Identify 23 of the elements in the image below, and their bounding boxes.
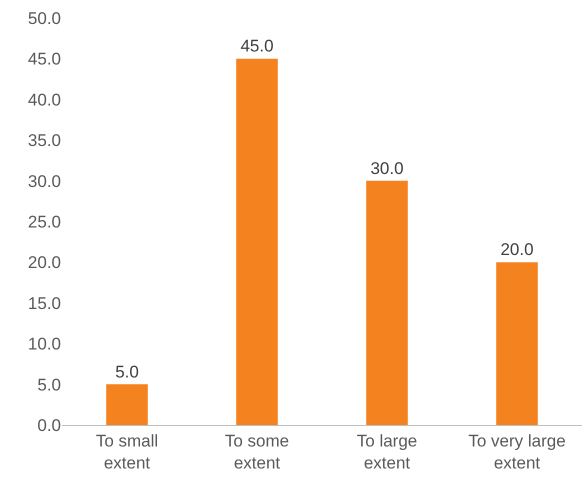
x-tick-label: To large extent bbox=[356, 431, 418, 472]
y-tick-label: 35.0 bbox=[28, 131, 61, 150]
data-label: 30.0 bbox=[370, 158, 404, 178]
bar bbox=[366, 180, 408, 425]
y-tick-label: 5.0 bbox=[37, 375, 61, 394]
y-tick-label: 45.0 bbox=[28, 50, 61, 69]
bar bbox=[106, 384, 148, 425]
y-tick-label: 30.0 bbox=[28, 172, 61, 191]
y-tick-label: 40.0 bbox=[28, 90, 61, 110]
data-label: 5.0 bbox=[115, 362, 139, 382]
x-tick-label: To very large extent bbox=[468, 431, 566, 472]
x-tick-label: To small extent bbox=[96, 431, 158, 472]
y-tick-label: 25.0 bbox=[28, 212, 61, 232]
y-tick-label: 50.0 bbox=[28, 8, 61, 28]
data-label: 20.0 bbox=[500, 240, 534, 260]
y-tick-label: 20.0 bbox=[28, 253, 61, 272]
y-tick-label: 0.0 bbox=[37, 416, 61, 435]
x-tick-label: To some extent bbox=[224, 431, 290, 472]
y-tick-label: 15.0 bbox=[28, 294, 61, 313]
bar bbox=[236, 58, 278, 425]
y-tick-label: 10.0 bbox=[28, 334, 61, 354]
data-label: 45.0 bbox=[240, 36, 274, 56]
bar bbox=[496, 262, 538, 425]
